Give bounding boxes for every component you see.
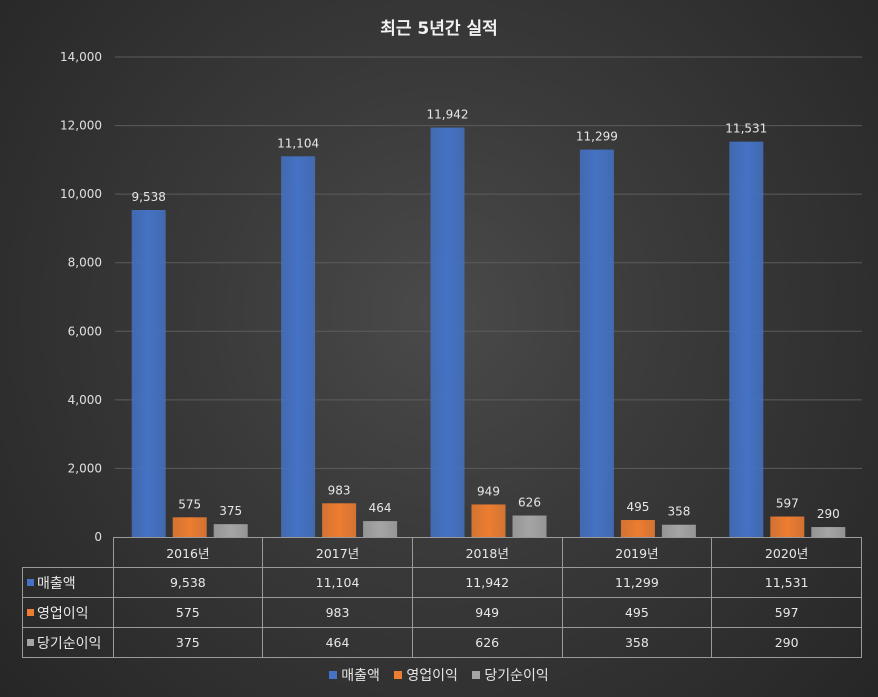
data-label: 358 xyxy=(667,505,690,519)
data-label: 983 xyxy=(328,483,351,497)
bar[interactable] xyxy=(661,524,696,537)
table-corner xyxy=(22,537,114,568)
table-row-net-income: 당기순이익 375 464 626 358 290 xyxy=(22,627,862,658)
data-table: 2016년 2017년 2018년 2019년 2020년 매출액 9,538 … xyxy=(22,537,862,658)
table-cell: 626 xyxy=(411,627,563,658)
bar[interactable] xyxy=(512,515,547,537)
legend-swatch-icon xyxy=(472,671,481,679)
operating-profit-swatch-icon xyxy=(27,608,34,616)
y-tick-label: 0 xyxy=(94,530,102,544)
bar[interactable] xyxy=(729,141,764,537)
table-cell: 464 xyxy=(262,627,413,658)
data-label: 9,538 xyxy=(132,190,166,204)
y-tick-label: 8,000 xyxy=(68,256,102,270)
y-tick-label: 12,000 xyxy=(60,119,102,133)
revenue-swatch-icon xyxy=(27,578,34,586)
table-header-row: 2016년 2017년 2018년 2019년 2020년 xyxy=(22,537,862,568)
table-cell: 575 xyxy=(112,597,264,628)
legend: 매출액 영업이익 당기순이익 xyxy=(0,665,878,685)
table-cell: 11,942 xyxy=(411,567,563,598)
y-tick-label: 6,000 xyxy=(68,324,102,338)
bar[interactable] xyxy=(811,527,846,537)
table-cell: 11,104 xyxy=(262,567,413,598)
net-income-swatch-icon xyxy=(27,638,34,646)
y-tick-label: 14,000 xyxy=(60,50,102,64)
row-header-label: 매출액 xyxy=(37,575,76,592)
legend-label: 매출액 xyxy=(341,668,380,684)
bar[interactable] xyxy=(131,209,166,538)
bar[interactable] xyxy=(363,521,398,537)
bar[interactable] xyxy=(172,517,207,537)
data-label: 597 xyxy=(776,497,799,511)
chart-title: 최근 5년간 실적 xyxy=(380,19,498,39)
bar[interactable] xyxy=(579,149,614,537)
legend-swatch-icon xyxy=(394,671,403,679)
table-cell: 290 xyxy=(711,627,862,658)
bar[interactable] xyxy=(322,503,357,537)
bar[interactable] xyxy=(213,524,248,537)
category-label: 2016년 xyxy=(112,537,264,568)
data-label: 290 xyxy=(817,507,840,521)
table-cell: 9,538 xyxy=(112,567,264,598)
y-tick-label: 4,000 xyxy=(68,393,102,407)
data-label: 375 xyxy=(219,504,242,518)
data-label: 495 xyxy=(626,500,649,514)
table-cell: 358 xyxy=(561,627,713,658)
row-header-label: 당기순이익 xyxy=(37,635,102,652)
y-tick-label: 2,000 xyxy=(68,461,102,475)
bar[interactable] xyxy=(770,516,805,537)
category-label: 2018년 xyxy=(411,537,563,568)
row-header: 영업이익 xyxy=(22,597,114,628)
legend-item[interactable]: 영업이익 xyxy=(394,665,458,685)
data-label: 575 xyxy=(178,497,201,511)
data-label: 626 xyxy=(518,496,541,510)
bar[interactable] xyxy=(471,504,506,537)
table-cell: 949 xyxy=(411,597,563,628)
legend-label: 당기순이익 xyxy=(484,668,549,684)
data-label: 11,531 xyxy=(725,122,767,136)
category-label: 2017년 xyxy=(262,537,413,568)
table-row-operating-profit: 영업이익 575 983 949 495 597 xyxy=(22,597,862,628)
legend-item[interactable]: 당기순이익 xyxy=(472,665,549,685)
data-label: 949 xyxy=(477,484,500,498)
table-cell: 11,299 xyxy=(561,567,713,598)
category-label: 2019년 xyxy=(561,537,713,568)
table-cell: 495 xyxy=(561,597,713,628)
legend-item[interactable]: 매출액 xyxy=(329,665,380,685)
bars xyxy=(131,127,846,538)
data-label: 11,104 xyxy=(277,136,319,150)
table-cell: 597 xyxy=(711,597,862,628)
bar[interactable] xyxy=(620,520,655,537)
table-cell: 11,531 xyxy=(711,567,862,598)
bar[interactable] xyxy=(281,156,316,537)
table-cell: 375 xyxy=(112,627,264,658)
row-header-label: 영업이익 xyxy=(37,605,89,622)
legend-label: 영업이익 xyxy=(406,668,458,684)
data-labels: 9,538 575 375 11,104 983 464 11,942 949 626 11,29… xyxy=(132,108,840,521)
bar[interactable] xyxy=(430,127,465,537)
row-header: 당기순이익 xyxy=(22,627,114,658)
y-tick-label: 10,000 xyxy=(60,187,102,201)
category-label: 2020년 xyxy=(711,537,862,568)
y-axis-ticks: 0 2,000 4,000 6,000 8,000 10,000 12,000 14,000 xyxy=(60,50,102,544)
row-header: 매출액 xyxy=(22,567,114,598)
data-label: 464 xyxy=(369,501,392,515)
legend-swatch-icon xyxy=(329,671,338,679)
table-cell: 983 xyxy=(262,597,413,628)
table-row-revenue: 매출액 9,538 11,104 11,942 11,299 11,531 xyxy=(22,567,862,598)
data-label: 11,299 xyxy=(576,130,618,144)
data-label: 11,942 xyxy=(427,108,469,122)
